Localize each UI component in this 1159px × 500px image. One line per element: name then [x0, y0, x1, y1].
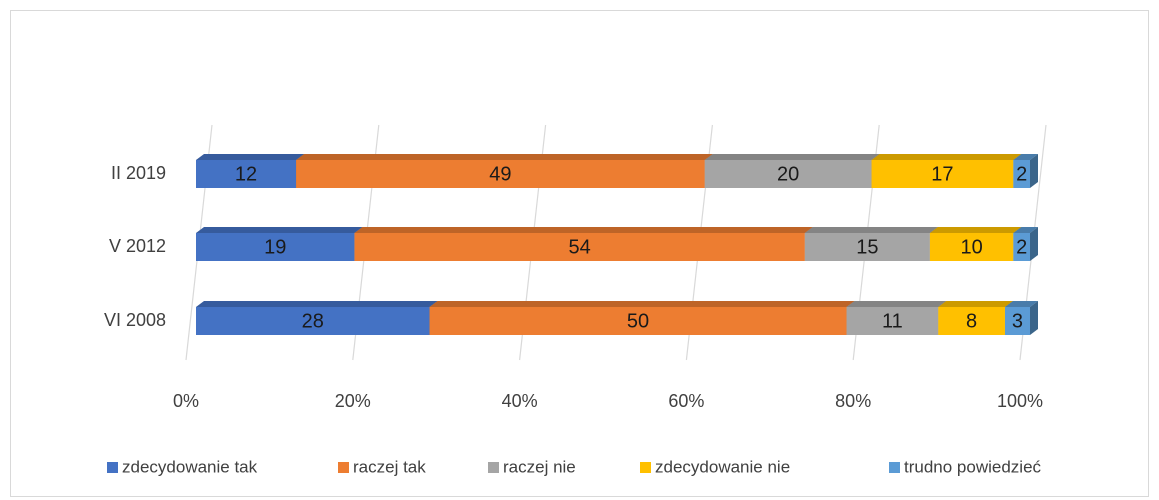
value-label: 50 [627, 310, 649, 332]
legend-swatch [640, 462, 651, 473]
legend-label: zdecydowanie tak [122, 457, 258, 476]
bar-top [196, 301, 438, 307]
value-label: 17 [931, 163, 953, 185]
bar [354, 233, 805, 261]
legend-swatch [889, 462, 900, 473]
value-label: 28 [302, 310, 324, 332]
bar [196, 233, 355, 261]
bars [196, 154, 1038, 335]
x-tick-label: 0% [173, 391, 199, 411]
value-label: 49 [489, 163, 511, 185]
value-label: 10 [960, 236, 982, 258]
bar-side [1030, 227, 1038, 261]
bar [804, 233, 930, 261]
bar [1004, 307, 1030, 335]
bar [196, 307, 430, 335]
legend-label: trudno powiedzieć [904, 457, 1042, 476]
value-label: 12 [235, 163, 257, 185]
value-label: 54 [569, 236, 591, 258]
bar [1013, 160, 1030, 188]
legend-swatch [338, 462, 349, 473]
x-tick-label: 20% [335, 391, 371, 411]
y-tick-label: VI 2008 [104, 310, 166, 330]
bar [1013, 233, 1030, 261]
bar [846, 307, 939, 335]
bar-top [429, 301, 855, 307]
y-tick-label: V 2012 [109, 236, 166, 256]
bar [429, 307, 847, 335]
value-label: 3 [1012, 310, 1023, 332]
legend-label: raczej tak [353, 457, 426, 476]
value-label: 20 [777, 163, 799, 185]
bar-top [704, 154, 880, 160]
value-label: 19 [264, 236, 286, 258]
bar [871, 160, 1014, 188]
bar [704, 160, 872, 188]
labels: 0% 20% 40% 60% 80% 100% II 2019 12 49 20 17 2 V 2012… [104, 163, 1043, 477]
value-label: 2 [1016, 163, 1027, 185]
bar [296, 160, 705, 188]
x-tick-label: 40% [502, 391, 538, 411]
bar-side [1030, 301, 1038, 335]
bar-side [1030, 154, 1038, 188]
bar-top [938, 301, 1013, 307]
bar-top [846, 301, 947, 307]
bar-top [1013, 154, 1038, 160]
bar-top [804, 227, 938, 233]
bar [938, 307, 1005, 335]
bar-top [296, 154, 713, 160]
value-label: 2 [1016, 236, 1027, 258]
value-label: 11 [882, 310, 903, 332]
bar-top [871, 154, 1022, 160]
legend-swatch [107, 462, 118, 473]
legend-swatch [488, 462, 499, 473]
x-tick-label: 80% [835, 391, 871, 411]
bar-top [1004, 301, 1038, 307]
legend-label: raczej nie [503, 457, 576, 476]
bar-top [929, 227, 1022, 233]
bar-top [354, 227, 813, 233]
x-tick-label: 100% [997, 391, 1043, 411]
bar-top [196, 227, 363, 233]
bar [929, 233, 1014, 261]
bar-top [196, 154, 305, 160]
y-tick-label: II 2019 [111, 163, 166, 183]
bar [196, 160, 297, 188]
legend-label: zdecydowanie nie [655, 457, 790, 476]
x-tick-label: 60% [668, 391, 704, 411]
bar-top [1013, 227, 1038, 233]
value-label: 15 [856, 236, 878, 258]
value-label: 8 [966, 310, 977, 332]
